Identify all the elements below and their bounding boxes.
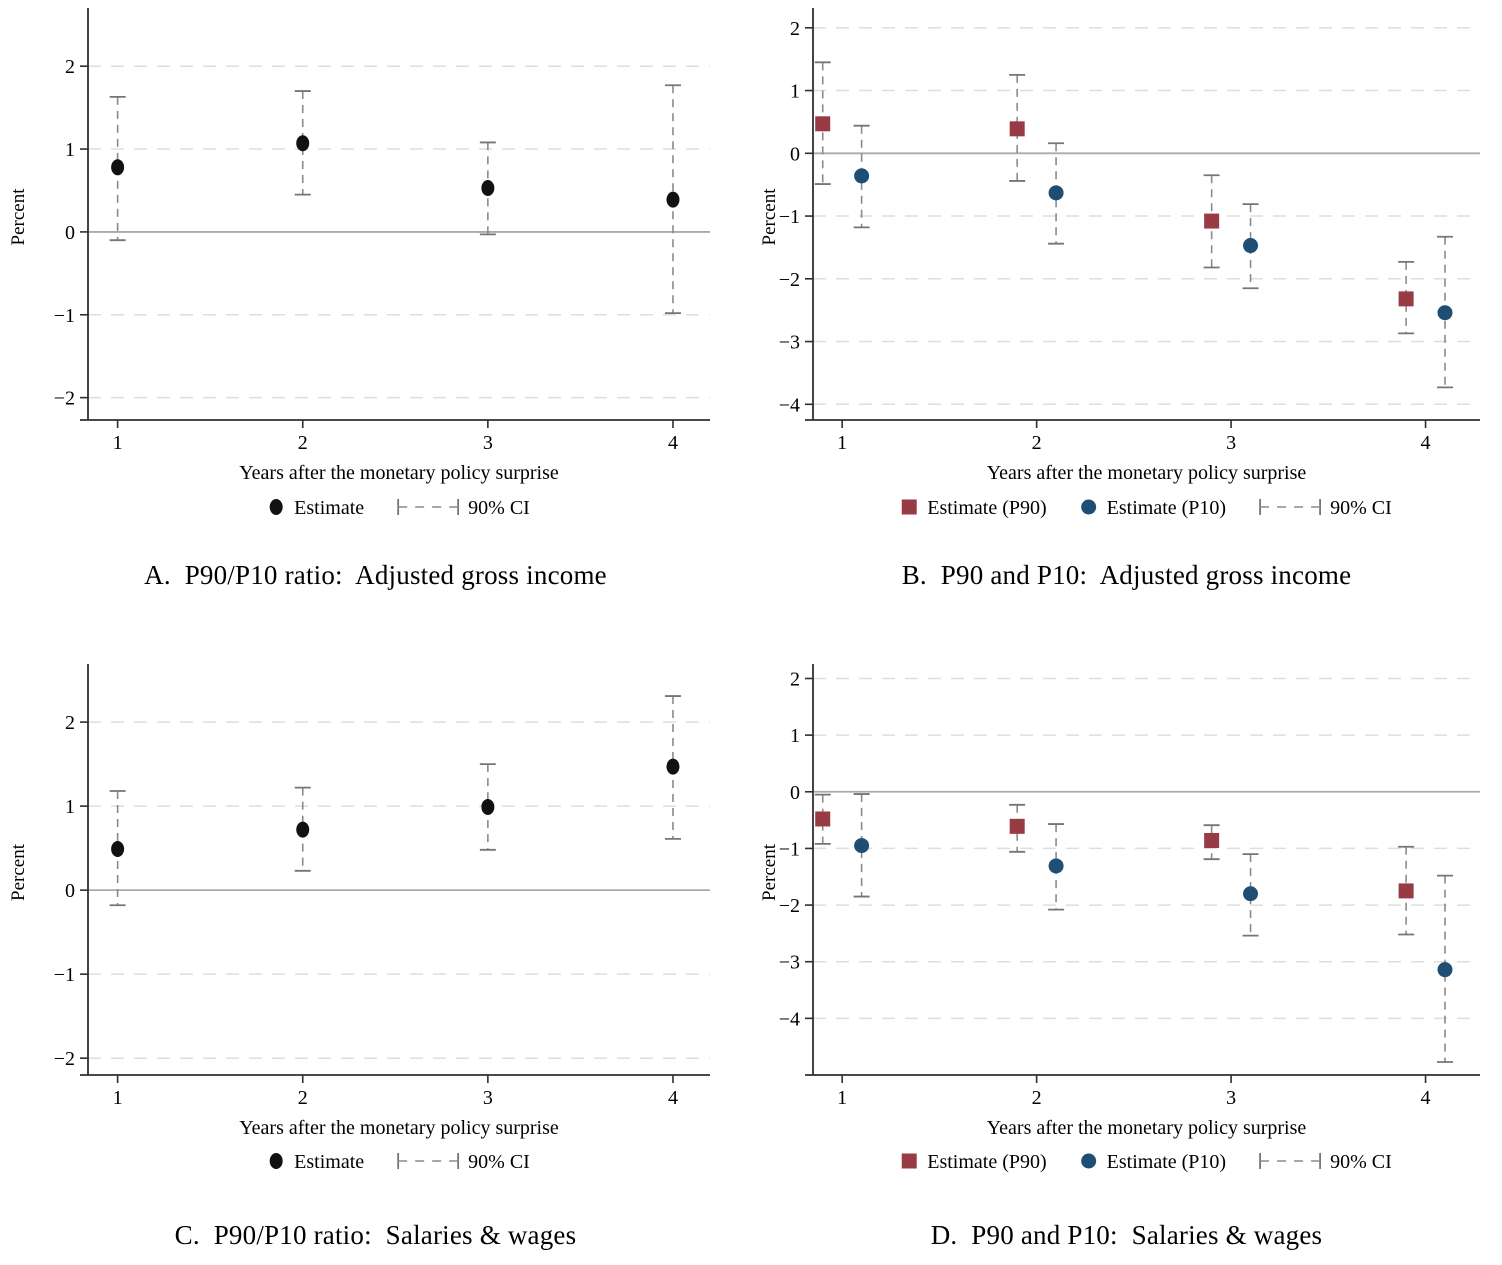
y-axis-title: Percent bbox=[759, 843, 780, 901]
x-axis-title: Years after the monetary policy surprise bbox=[239, 462, 559, 484]
x-tick-label: 1 bbox=[837, 1087, 847, 1109]
chart-panel-d: 2 1 0 −1 −2 −3 −4 1 2 3 4 Percent Years after the mo… bbox=[759, 664, 1480, 1173]
y-tick-label: −4 bbox=[779, 1008, 800, 1030]
gridlines bbox=[88, 721, 710, 1059]
x-tick-label: 2 bbox=[298, 1087, 308, 1109]
panel-title-c: C. P90/P10 ratio: Salaries & wages bbox=[174, 1220, 577, 1250]
x-tick-label: 4 bbox=[1421, 1087, 1431, 1109]
x-tick-label: 1 bbox=[837, 432, 847, 454]
confidence-intervals bbox=[109, 84, 681, 315]
legend-label: Estimate (P10) bbox=[1107, 497, 1226, 519]
gridlines bbox=[88, 65, 710, 399]
estimate-markers bbox=[111, 758, 680, 857]
x-tick-label: 4 bbox=[668, 1087, 678, 1109]
axes: 2 1 0 −1 −2 −3 −4 1 2 3 4 bbox=[779, 664, 1480, 1109]
x-tick-label: 3 bbox=[1226, 432, 1236, 454]
y-tick-label: 1 bbox=[790, 81, 800, 103]
x-axis-title: Years after the monetary policy surprise bbox=[987, 462, 1307, 484]
legend-label: 90% CI bbox=[468, 497, 530, 519]
estimate-markers bbox=[815, 116, 1453, 321]
y-axis-title: Percent bbox=[8, 188, 29, 246]
x-tick-label: 4 bbox=[1421, 432, 1431, 454]
confidence-intervals bbox=[814, 793, 1453, 1063]
x-tick-label: 3 bbox=[483, 432, 493, 454]
y-tick-label: −1 bbox=[779, 206, 800, 228]
x-tick-label: 2 bbox=[298, 432, 308, 454]
y-tick-label: 2 bbox=[790, 18, 800, 40]
legend-label: Estimate bbox=[294, 497, 364, 519]
y-tick-label: 1 bbox=[65, 796, 75, 818]
gridlines bbox=[813, 677, 1480, 1020]
y-tick-label: 0 bbox=[790, 782, 800, 804]
y-tick-label: −1 bbox=[54, 305, 75, 327]
x-axis-title: Years after the monetary policy surprise bbox=[239, 1117, 559, 1139]
y-tick-label: −1 bbox=[779, 838, 800, 860]
chart-panel-b: 2 1 0 −1 −2 −3 −4 1 2 3 4 Percent Years after the mo… bbox=[759, 8, 1480, 519]
gridlines bbox=[813, 27, 1480, 406]
chart-panel-a: 2 1 0 −1 −2 1 2 3 4 Percent Years after the moneta… bbox=[8, 8, 710, 519]
legend: Estimate (P90) Estimate (P10) 90% CI bbox=[901, 1151, 1392, 1173]
panel-title-d: D. P90 and P10: Salaries & wages bbox=[930, 1220, 1323, 1250]
estimate-markers bbox=[111, 135, 680, 208]
legend-label: Estimate bbox=[294, 1151, 364, 1173]
y-tick-label: 0 bbox=[790, 143, 800, 165]
legend: Estimate (P90) Estimate (P10) 90% CI bbox=[901, 497, 1392, 519]
y-tick-label: 2 bbox=[65, 712, 75, 734]
panel-title-b: B. P90 and P10: Adjusted gross income bbox=[901, 559, 1352, 590]
axes: 2 1 0 −1 −2 −3 −4 1 2 3 4 bbox=[779, 8, 1480, 454]
y-axis-title: Percent bbox=[759, 188, 780, 246]
confidence-intervals bbox=[814, 61, 1453, 389]
y-tick-label: −2 bbox=[54, 1048, 75, 1070]
legend: Estimate 90% CI bbox=[269, 497, 530, 519]
x-tick-label: 3 bbox=[1226, 1087, 1236, 1109]
panel-b: 2 1 0 −1 −2 −3 −4 1 2 3 4 Percent Years after the mo… bbox=[751, 0, 1502, 530]
x-tick-label: 2 bbox=[1032, 432, 1042, 454]
x-tick-label: 4 bbox=[668, 432, 678, 454]
x-axis-title: Years after the monetary policy surprise bbox=[987, 1117, 1307, 1139]
chart-panel-c: 2 1 0 −1 −2 1 2 3 4 Percent Years after the moneta… bbox=[8, 664, 710, 1173]
panel-title-a: A. P90/P10 ratio: Adjusted gross income bbox=[144, 559, 607, 590]
legend: Estimate 90% CI bbox=[269, 1151, 530, 1173]
y-tick-label: −2 bbox=[54, 388, 75, 410]
y-tick-label: 1 bbox=[65, 139, 75, 161]
legend-label: 90% CI bbox=[1330, 1151, 1392, 1173]
x-tick-label: 1 bbox=[113, 432, 123, 454]
axes: 2 1 0 −1 −2 1 2 3 4 bbox=[54, 8, 710, 454]
confidence-intervals bbox=[109, 695, 681, 907]
y-tick-label: 0 bbox=[65, 880, 75, 902]
y-tick-label: 1 bbox=[790, 725, 800, 747]
y-tick-label: −2 bbox=[779, 269, 800, 291]
legend-label: Estimate (P90) bbox=[927, 497, 1046, 519]
y-tick-label: −4 bbox=[779, 394, 800, 416]
y-tick-label: 2 bbox=[790, 668, 800, 690]
y-tick-label: −3 bbox=[779, 952, 800, 974]
legend-label: Estimate (P10) bbox=[1107, 1151, 1226, 1173]
x-tick-label: 1 bbox=[113, 1087, 123, 1109]
legend-label: 90% CI bbox=[1330, 497, 1392, 519]
axes: 2 1 0 −1 −2 1 2 3 4 bbox=[54, 664, 710, 1109]
y-tick-label: −3 bbox=[779, 332, 800, 354]
y-tick-label: −2 bbox=[779, 895, 800, 917]
x-tick-label: 2 bbox=[1032, 1087, 1042, 1109]
y-tick-label: 0 bbox=[65, 222, 75, 244]
legend-label: Estimate (P90) bbox=[927, 1151, 1046, 1173]
panel-a: 2 1 0 −1 −2 1 2 3 4 Percent Years after the moneta… bbox=[0, 0, 751, 530]
estimate-markers bbox=[815, 811, 1453, 978]
legend-label: 90% CI bbox=[468, 1151, 530, 1173]
panel-d: 2 1 0 −1 −2 −3 −4 1 2 3 4 Percent Years after the mo… bbox=[751, 620, 1502, 1175]
y-tick-label: 2 bbox=[65, 56, 75, 78]
panel-c: 2 1 0 −1 −2 1 2 3 4 Percent Years after the moneta… bbox=[0, 620, 751, 1175]
x-tick-label: 3 bbox=[483, 1087, 493, 1109]
y-tick-label: −1 bbox=[54, 964, 75, 986]
y-axis-title: Percent bbox=[8, 843, 29, 901]
